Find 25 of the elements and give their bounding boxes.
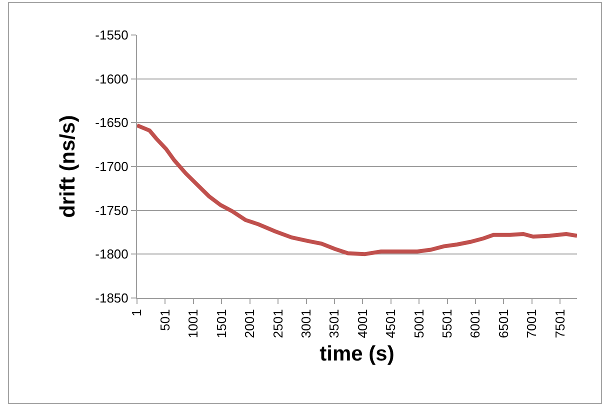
y-tick-label: -1650 (95, 115, 128, 130)
x-tick-label: 7501 (552, 309, 568, 338)
y-tick-label: -1550 (95, 28, 128, 43)
x-tick-label: 6001 (468, 309, 483, 338)
x-tick-label: 2501 (270, 309, 286, 338)
y-tick-label: -1850 (95, 290, 128, 306)
y-tick-label: -1800 (95, 246, 128, 262)
x-tick-label: 3001 (298, 309, 314, 338)
x-tick-label: 6501 (496, 309, 511, 338)
x-tick-label: 4501 (383, 309, 398, 338)
x-tick-label: 1 (129, 309, 144, 316)
x-axis-title: time (s) (320, 342, 394, 366)
y-tick-label: -1750 (95, 202, 128, 218)
y-tick-label: -1600 (95, 71, 128, 86)
x-tick-label: 7001 (524, 309, 540, 338)
x-tick-label: 3501 (326, 309, 342, 338)
y-axis-title: drift (ns/s) (56, 115, 80, 218)
x-tick-label: 1501 (214, 309, 229, 338)
x-tick-label: 501 (157, 309, 172, 331)
x-tick-label: 4001 (354, 309, 370, 338)
x-tick-label: 1001 (186, 309, 201, 338)
x-tick-label: 5501 (440, 309, 455, 338)
y-tick-label: -1700 (95, 159, 128, 174)
x-tick-label: 5001 (411, 309, 426, 338)
x-tick-label: 2001 (242, 309, 258, 338)
